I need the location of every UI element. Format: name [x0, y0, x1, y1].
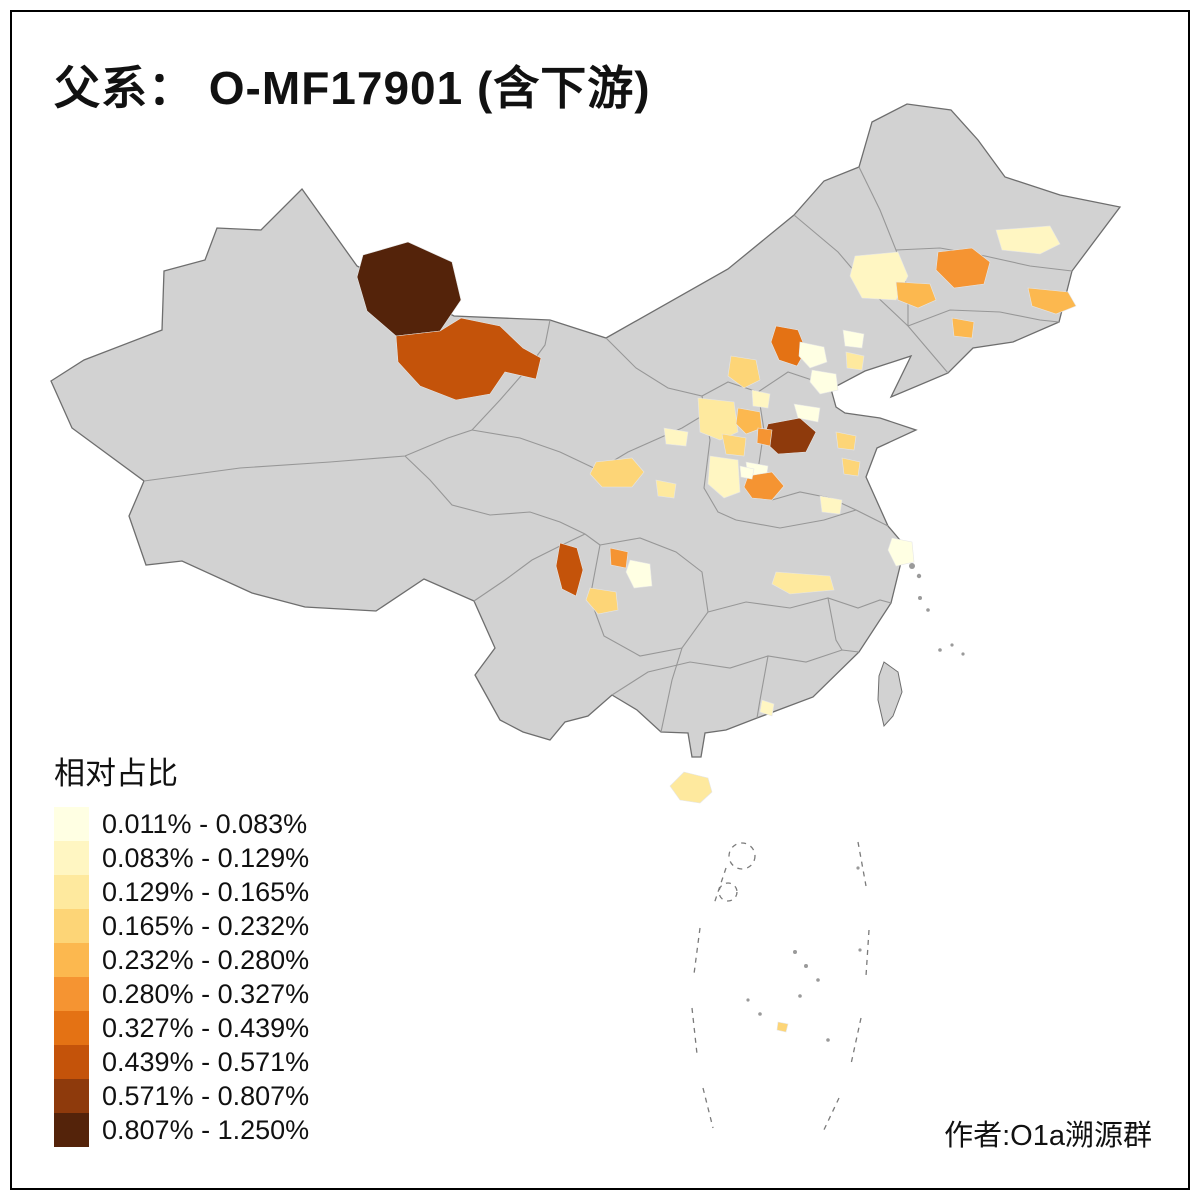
islands	[877, 563, 965, 728]
map-region	[835, 431, 857, 451]
map-region	[841, 457, 861, 477]
map-region	[771, 571, 835, 595]
legend-swatch	[54, 943, 89, 977]
map-region	[895, 281, 937, 309]
map-region	[663, 427, 689, 447]
map-region	[743, 471, 785, 501]
map-region	[721, 433, 747, 457]
map-region	[842, 329, 865, 349]
map-region	[589, 457, 645, 488]
legend-label: 0.165% - 0.232%	[102, 910, 310, 941]
legend-swatch	[54, 807, 89, 841]
legend-item: 0.571% - 0.807%	[54, 1079, 309, 1113]
china-landmass	[50, 103, 1122, 758]
legend-swatch	[54, 1113, 89, 1147]
legend-item: 0.280% - 0.327%	[54, 977, 309, 1011]
legend-item: 0.439% - 0.571%	[54, 1045, 309, 1079]
legend-item: 0.083% - 0.129%	[54, 841, 309, 875]
legend-item: 0.232% - 0.280%	[54, 943, 309, 977]
map-region	[793, 403, 821, 423]
map-region	[798, 341, 828, 369]
legend-swatch	[54, 875, 89, 909]
map-region	[819, 495, 843, 515]
map-region	[887, 537, 915, 567]
legend-item: 0.165% - 0.232%	[54, 909, 309, 943]
legend-title: 相对占比	[54, 756, 178, 791]
legend-label: 0.571% - 0.807%	[102, 1080, 310, 1111]
map-region	[1027, 287, 1077, 315]
taiwan-island	[877, 661, 903, 728]
map-region	[770, 325, 807, 367]
map-region	[707, 455, 741, 499]
map-region	[735, 407, 763, 435]
map-region	[935, 247, 991, 289]
legend-swatch	[54, 841, 89, 875]
map-region	[951, 317, 975, 339]
legend-swatch	[54, 1045, 89, 1079]
legend-label: 0.011% - 0.083%	[102, 808, 308, 839]
page-title: 父系： O-MF17901 (含下游)	[54, 62, 651, 114]
map-region	[739, 465, 755, 480]
map-region	[845, 351, 865, 371]
map-region	[727, 355, 761, 389]
map-region	[555, 542, 584, 597]
map-region	[697, 397, 739, 441]
map-region	[776, 1021, 789, 1033]
legend-items: 0.011% - 0.083% 0.083% - 0.129% 0.129% - 0…	[54, 807, 309, 1147]
legend-label: 0.807% - 1.250%	[102, 1114, 310, 1145]
legend: 相对占比 0.011% - 0.083% 0.083% - 0.129% 0.129…	[54, 748, 309, 1147]
map-region	[669, 771, 713, 804]
legend-swatch	[54, 909, 89, 943]
choropleth-regions	[356, 225, 1077, 1033]
legend-item: 0.129% - 0.165%	[54, 875, 309, 909]
legend-label: 0.232% - 0.280%	[102, 944, 310, 975]
legend-label: 0.083% - 0.129%	[102, 842, 310, 873]
legend-swatch	[54, 1011, 89, 1045]
map-region	[849, 251, 909, 301]
map-region	[756, 427, 773, 447]
map-region	[609, 547, 629, 569]
map-region	[759, 699, 775, 717]
legend-label: 0.280% - 0.327%	[102, 978, 310, 1009]
map-region	[809, 369, 839, 395]
attribution-text: 作者:O1a溯源群	[944, 1120, 1152, 1152]
map-region	[995, 225, 1061, 255]
south-china-sea-dashes	[691, 841, 870, 1135]
map-region	[585, 587, 619, 615]
legend-item: 0.011% - 0.083%	[54, 807, 309, 841]
legend-item: 0.807% - 1.250%	[54, 1113, 309, 1147]
legend-label: 0.327% - 0.439%	[102, 1012, 310, 1043]
map-region	[655, 479, 677, 499]
map-region	[751, 389, 771, 409]
legend-swatch	[54, 1079, 89, 1113]
legend-item: 0.327% - 0.439%	[54, 1011, 309, 1045]
legend-swatch	[54, 977, 89, 1011]
legend-label: 0.439% - 0.571%	[102, 1046, 310, 1077]
map-region	[395, 317, 542, 401]
legend-label: 0.129% - 0.165%	[102, 876, 310, 907]
map-region	[625, 559, 653, 589]
